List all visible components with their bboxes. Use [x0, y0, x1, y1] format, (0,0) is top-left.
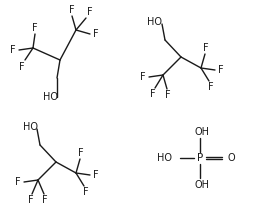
Text: F: F [93, 29, 99, 39]
Text: F: F [93, 170, 99, 180]
Text: F: F [150, 89, 156, 99]
Text: O: O [228, 153, 235, 163]
Text: F: F [83, 187, 89, 197]
Text: F: F [165, 90, 171, 100]
Text: F: F [78, 148, 84, 158]
Text: HO: HO [42, 92, 57, 102]
Text: F: F [42, 195, 48, 205]
Text: F: F [140, 72, 146, 82]
Text: F: F [10, 45, 16, 55]
Text: HO: HO [147, 17, 163, 27]
Text: F: F [15, 177, 21, 187]
Text: F: F [32, 23, 38, 33]
Text: OH: OH [194, 127, 210, 137]
Text: F: F [69, 5, 75, 15]
Text: OH: OH [194, 180, 210, 190]
Text: F: F [28, 195, 34, 205]
Text: F: F [19, 62, 25, 72]
Text: HO: HO [22, 122, 37, 132]
Text: F: F [218, 65, 224, 75]
Text: F: F [203, 43, 209, 53]
Text: F: F [208, 82, 214, 92]
Text: HO: HO [157, 153, 172, 163]
Text: F: F [87, 7, 93, 17]
Text: P: P [197, 153, 203, 163]
